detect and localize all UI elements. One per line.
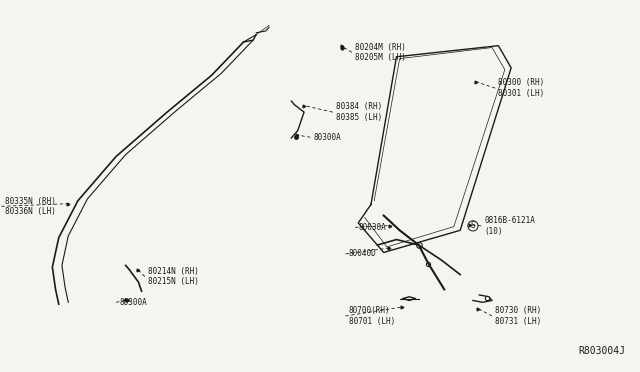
- Text: R803004J: R803004J: [579, 346, 626, 356]
- Text: 80030A: 80030A: [358, 223, 386, 232]
- Text: 80700(RH)
80701 (LH): 80700(RH) 80701 (LH): [349, 306, 395, 326]
- Text: 80300A: 80300A: [119, 298, 147, 307]
- Text: 80300A: 80300A: [314, 133, 341, 142]
- Text: 80040D: 80040D: [349, 250, 376, 259]
- Text: 80204M (RH)
80205M (LH): 80204M (RH) 80205M (LH): [355, 43, 406, 62]
- Text: 80214N (RH)
80215N (LH): 80214N (RH) 80215N (LH): [148, 267, 199, 286]
- Text: 80730 (RH)
80731 (LH): 80730 (RH) 80731 (LH): [495, 306, 541, 326]
- Text: 0816B-6121A
(10): 0816B-6121A (10): [484, 216, 535, 235]
- Text: 80335N (RH)
80336N (LH): 80335N (RH) 80336N (LH): [4, 197, 56, 216]
- Text: 80300 (RH)
80301 (LH): 80300 (RH) 80301 (LH): [499, 78, 545, 98]
- Text: 80384 (RH)
80385 (LH): 80384 (RH) 80385 (LH): [336, 102, 382, 122]
- Text: S: S: [470, 221, 476, 230]
